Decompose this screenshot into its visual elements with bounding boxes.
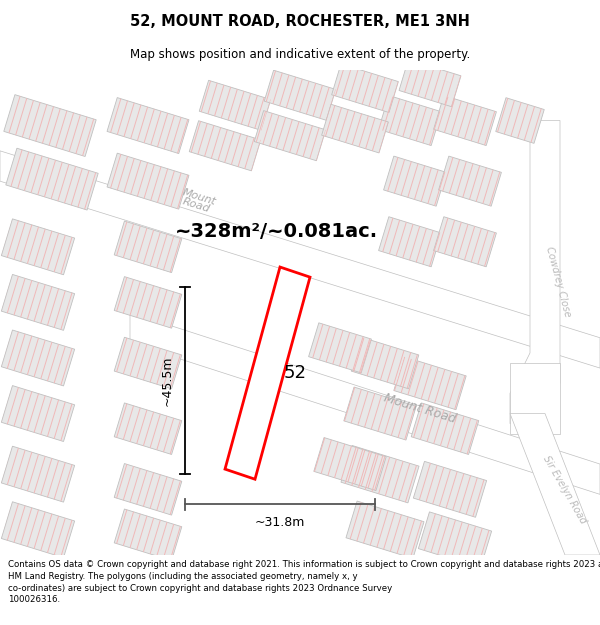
- Polygon shape: [0, 151, 600, 368]
- Polygon shape: [346, 501, 424, 559]
- Polygon shape: [114, 277, 182, 328]
- Polygon shape: [379, 96, 442, 146]
- Polygon shape: [399, 59, 461, 107]
- Text: 52: 52: [284, 364, 307, 382]
- Polygon shape: [107, 98, 189, 154]
- Polygon shape: [411, 403, 479, 454]
- Polygon shape: [4, 94, 96, 156]
- Polygon shape: [189, 121, 261, 171]
- Polygon shape: [6, 148, 98, 210]
- Polygon shape: [114, 464, 182, 515]
- Polygon shape: [496, 98, 544, 143]
- Polygon shape: [264, 70, 336, 121]
- Text: Sir Evelyn Road: Sir Evelyn Road: [541, 454, 589, 525]
- Polygon shape: [114, 403, 182, 454]
- Polygon shape: [314, 438, 386, 491]
- Polygon shape: [1, 274, 74, 331]
- Text: Mount Road: Mount Road: [382, 391, 458, 426]
- Polygon shape: [1, 502, 74, 558]
- Polygon shape: [413, 461, 487, 518]
- Polygon shape: [130, 312, 600, 494]
- Polygon shape: [225, 267, 310, 479]
- Text: Map shows position and indicative extent of the property.: Map shows position and indicative extent…: [130, 48, 470, 61]
- Polygon shape: [510, 121, 560, 424]
- Polygon shape: [341, 446, 419, 503]
- Polygon shape: [510, 414, 600, 555]
- Polygon shape: [1, 219, 74, 275]
- Polygon shape: [1, 386, 74, 441]
- Polygon shape: [434, 217, 496, 267]
- Polygon shape: [114, 221, 182, 272]
- Polygon shape: [107, 153, 189, 209]
- Polygon shape: [418, 512, 491, 568]
- Polygon shape: [434, 96, 496, 146]
- Polygon shape: [332, 64, 398, 112]
- Text: 52, MOUNT ROAD, ROCHESTER, ME1 3NH: 52, MOUNT ROAD, ROCHESTER, ME1 3NH: [130, 14, 470, 29]
- Text: Cowdrey Close: Cowdrey Close: [544, 246, 572, 319]
- Text: ~45.5m: ~45.5m: [161, 356, 173, 406]
- Polygon shape: [510, 363, 560, 434]
- Polygon shape: [344, 387, 416, 440]
- Text: ~328m²/~0.081ac.: ~328m²/~0.081ac.: [175, 222, 378, 241]
- Polygon shape: [379, 217, 442, 267]
- Polygon shape: [383, 156, 446, 206]
- Polygon shape: [1, 446, 74, 502]
- Polygon shape: [394, 357, 466, 410]
- Polygon shape: [1, 330, 74, 386]
- Text: ~31.8m: ~31.8m: [255, 516, 305, 529]
- Polygon shape: [254, 111, 326, 161]
- Polygon shape: [439, 156, 502, 206]
- Polygon shape: [322, 104, 388, 153]
- Polygon shape: [308, 323, 371, 373]
- Polygon shape: [114, 509, 182, 561]
- Polygon shape: [114, 338, 182, 389]
- Text: Mount
Road: Mount Road: [179, 187, 217, 216]
- Text: Contains OS data © Crown copyright and database right 2021. This information is : Contains OS data © Crown copyright and d…: [8, 560, 600, 604]
- Polygon shape: [351, 338, 419, 389]
- Polygon shape: [199, 80, 271, 131]
